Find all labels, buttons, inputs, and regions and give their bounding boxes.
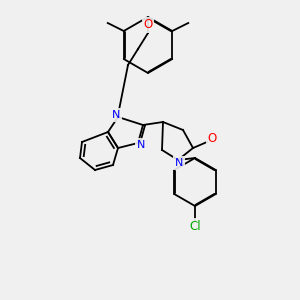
Text: O: O — [207, 133, 217, 146]
Text: Cl: Cl — [189, 220, 201, 232]
Text: N: N — [175, 158, 183, 168]
Text: N: N — [112, 110, 120, 120]
Text: N: N — [137, 140, 145, 150]
Text: O: O — [143, 19, 153, 32]
